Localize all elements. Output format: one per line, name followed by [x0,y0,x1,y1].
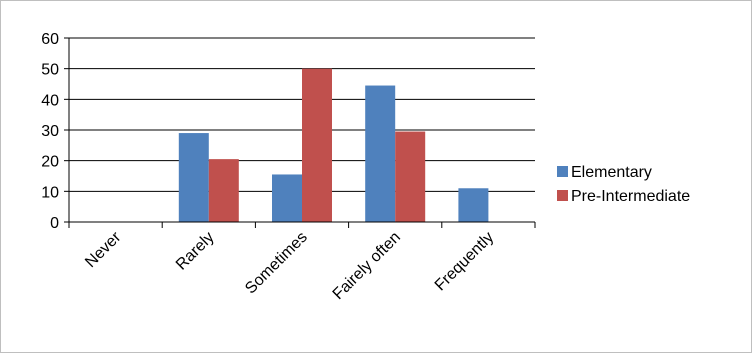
x-tick-label: Frequently [432,229,497,294]
x-tick-label: Fairely often [330,229,404,303]
bar-pre-intermediate-fairely-often [395,131,426,222]
y-tick-label: 10 [41,184,59,201]
x-tick-label: Rarely [173,229,218,274]
x-tick-label: Sometimes [242,229,311,298]
bar-pre-intermediate-rarely [208,159,239,222]
x-tick-label: Never [82,228,125,271]
bar-pre-intermediate-sometimes [302,68,332,223]
legend-label: Pre-Intermediate [571,188,690,205]
y-tick-label: 40 [41,92,59,109]
y-tick-label: 60 [41,31,59,48]
legend-swatch [557,166,568,177]
legend-swatch [557,190,568,201]
bar-elementary-frequently [458,188,489,222]
y-tick-label: 50 [41,62,59,79]
bar-elementary-sometimes [272,174,302,222]
y-tick-labels: 0 10 20 30 40 50 60 [41,31,59,232]
y-tick-label: 0 [50,215,59,232]
bars [178,68,489,223]
bar-elementary-rarely [178,133,209,222]
bar-elementary-fairely-often [365,85,396,223]
legend: Elementary Pre-Intermediate [557,164,690,205]
legend-label: Elementary [571,164,652,181]
x-tick-labels: Never Rarely Sometimes Fairely often Frequen… [82,228,497,303]
y-tick-label: 30 [41,123,59,140]
axes [64,37,536,228]
y-tick-label: 20 [41,154,59,171]
